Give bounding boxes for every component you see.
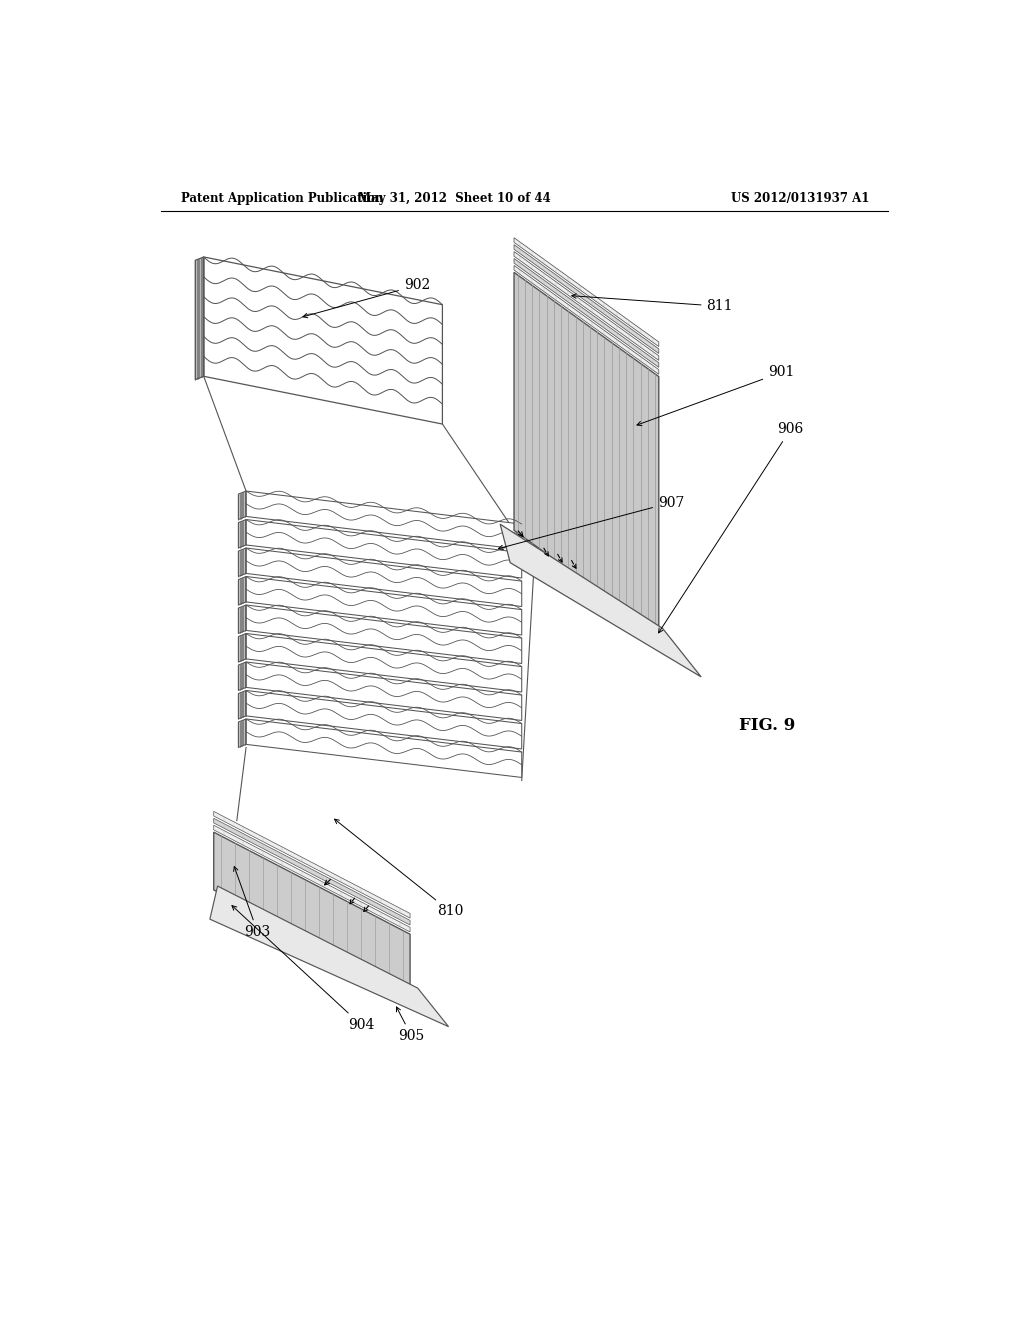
Text: 811: 811 — [571, 294, 733, 313]
Text: 902: 902 — [303, 279, 430, 318]
Polygon shape — [239, 605, 246, 634]
Text: 907: 907 — [499, 495, 684, 549]
Polygon shape — [239, 491, 246, 520]
Polygon shape — [514, 265, 658, 375]
Polygon shape — [246, 520, 521, 578]
Polygon shape — [514, 252, 658, 360]
Polygon shape — [239, 520, 246, 548]
Polygon shape — [239, 663, 246, 690]
Polygon shape — [246, 548, 521, 606]
Polygon shape — [246, 577, 521, 635]
Text: FIG. 9: FIG. 9 — [739, 717, 795, 734]
Polygon shape — [196, 257, 204, 380]
Polygon shape — [514, 244, 658, 354]
Polygon shape — [214, 832, 410, 993]
Polygon shape — [239, 719, 246, 747]
Polygon shape — [246, 605, 521, 664]
Polygon shape — [246, 719, 521, 777]
Polygon shape — [246, 634, 521, 692]
Polygon shape — [514, 259, 658, 367]
Polygon shape — [204, 257, 442, 424]
Polygon shape — [514, 272, 658, 635]
Polygon shape — [500, 524, 701, 677]
Polygon shape — [214, 825, 410, 932]
Polygon shape — [246, 663, 521, 721]
Text: 810: 810 — [335, 820, 464, 919]
Text: US 2012/0131937 A1: US 2012/0131937 A1 — [731, 191, 869, 205]
Text: May 31, 2012  Sheet 10 of 44: May 31, 2012 Sheet 10 of 44 — [357, 191, 550, 205]
Text: 901: 901 — [637, 366, 795, 425]
Text: 903: 903 — [233, 867, 270, 940]
Polygon shape — [246, 491, 521, 549]
Text: 904: 904 — [232, 906, 374, 1032]
Text: 905: 905 — [396, 1007, 425, 1043]
Polygon shape — [239, 548, 246, 577]
Text: 906: 906 — [658, 422, 804, 632]
Polygon shape — [246, 690, 521, 748]
Polygon shape — [239, 690, 246, 719]
Polygon shape — [239, 634, 246, 663]
Text: Patent Application Publication: Patent Application Publication — [180, 191, 383, 205]
Polygon shape — [214, 812, 410, 919]
Polygon shape — [239, 577, 246, 605]
Polygon shape — [514, 238, 658, 347]
Polygon shape — [214, 818, 410, 925]
Polygon shape — [210, 886, 449, 1027]
